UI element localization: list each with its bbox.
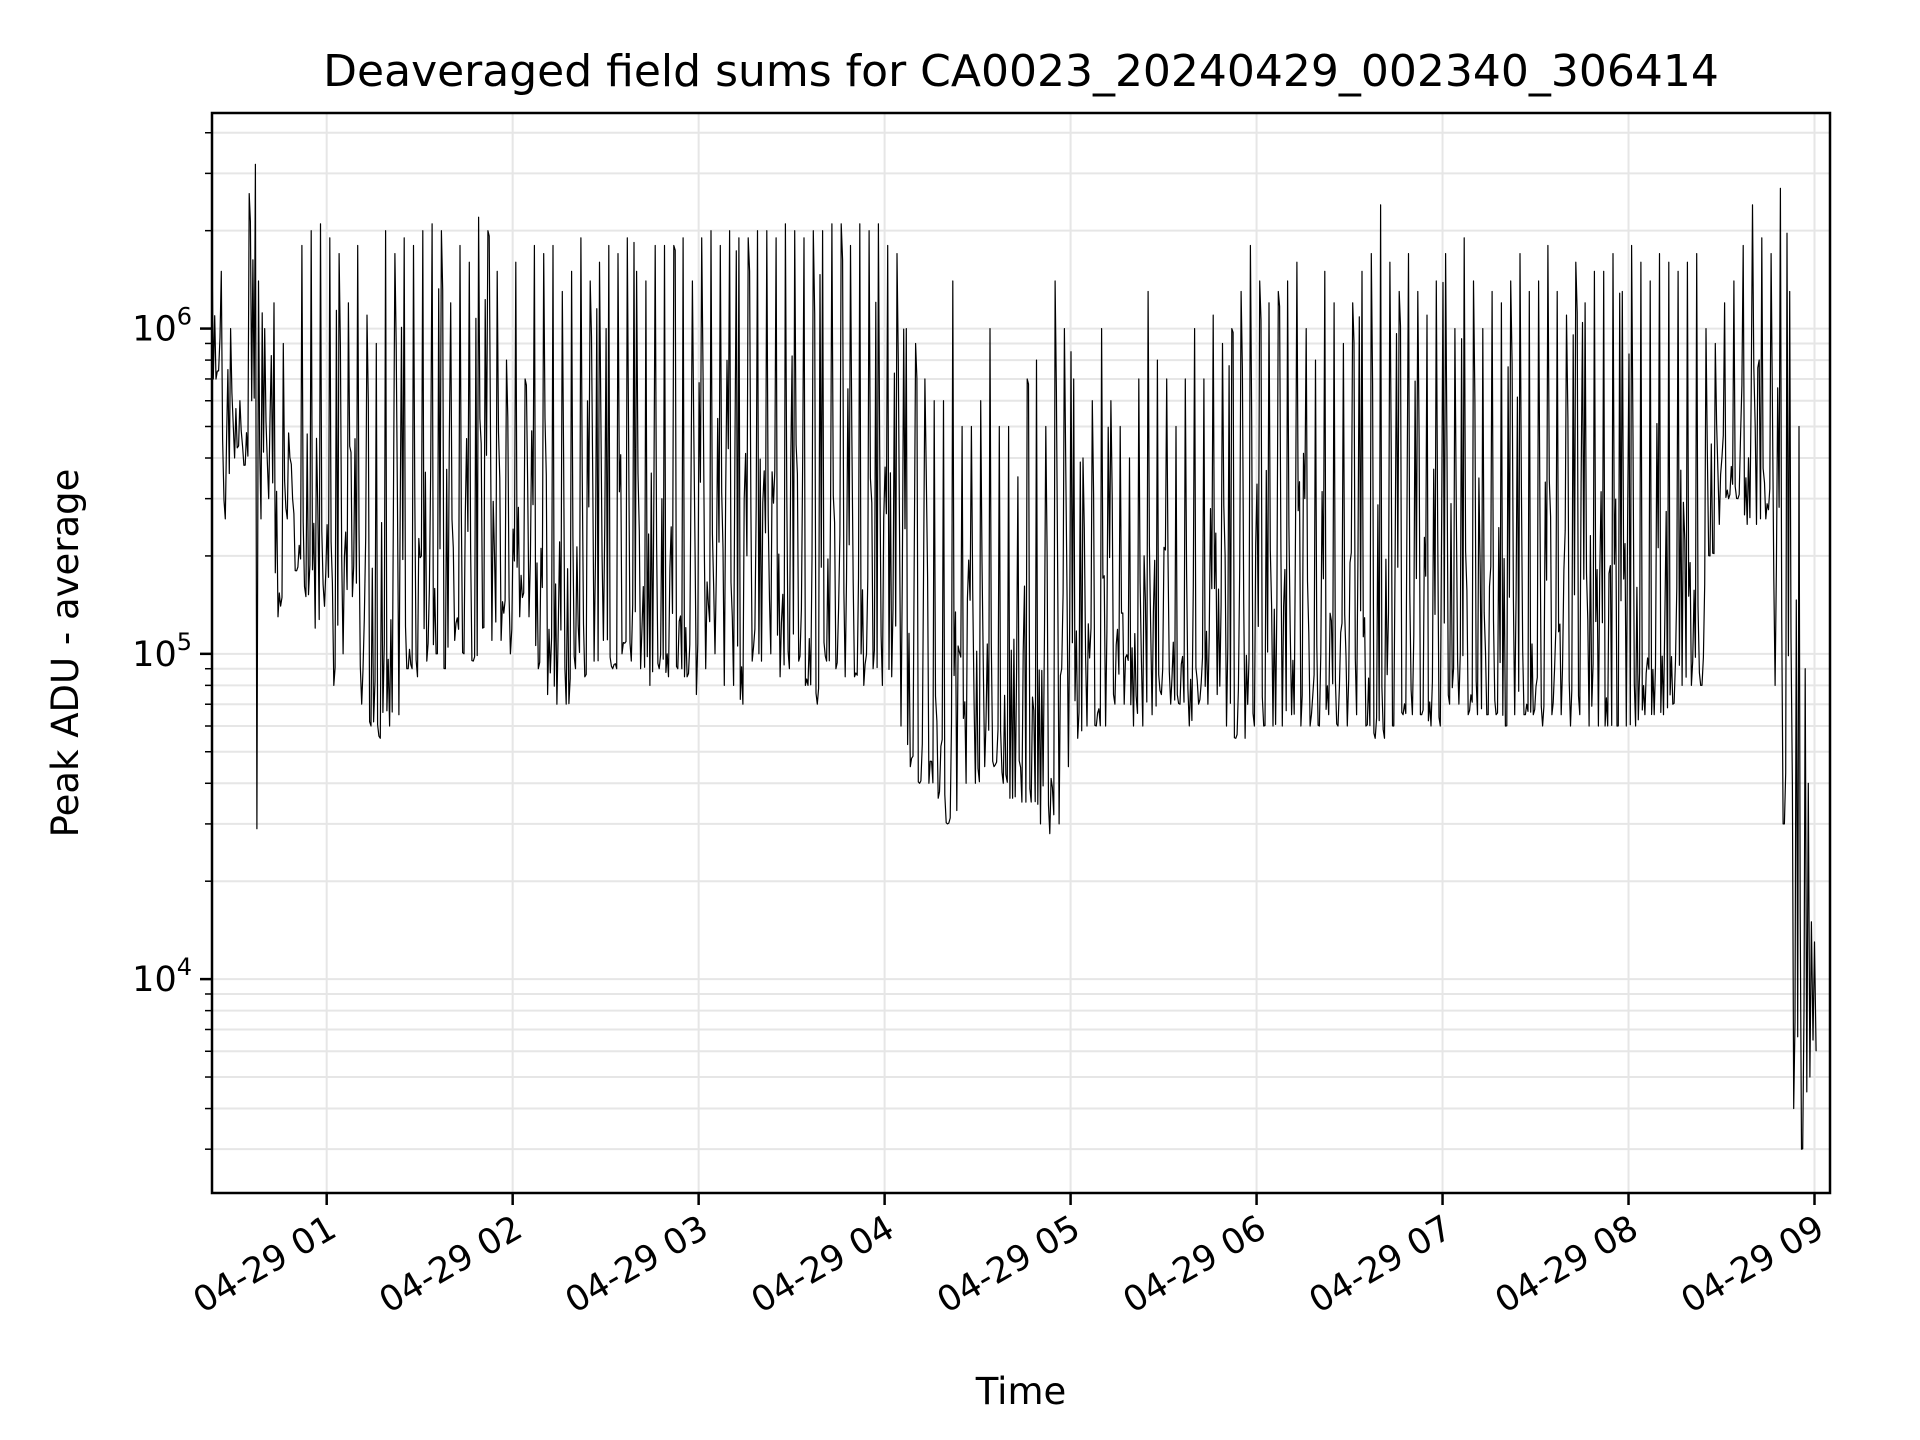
y-tick-label: 106 [132,303,192,350]
series-line [211,163,1817,1150]
y-tick-exponent: 4 [177,953,192,981]
x-axis-label: Time [975,1370,1067,1413]
y-tick-base: 10 [132,960,177,1000]
y-axis-label: Peak ADU - average [44,469,87,838]
y-tick-base: 10 [132,310,177,350]
chart-title: Deaveraged field sums for CA0023_2024042… [323,46,1719,97]
y-tick-label: 105 [132,628,192,675]
y-tick-exponent: 5 [177,628,192,656]
series-layer [211,163,1817,1150]
grid [212,113,1830,1193]
y-tick-label: 104 [132,953,192,1000]
y-tick-base: 10 [132,635,177,675]
y-tick-exponent: 6 [177,303,192,331]
